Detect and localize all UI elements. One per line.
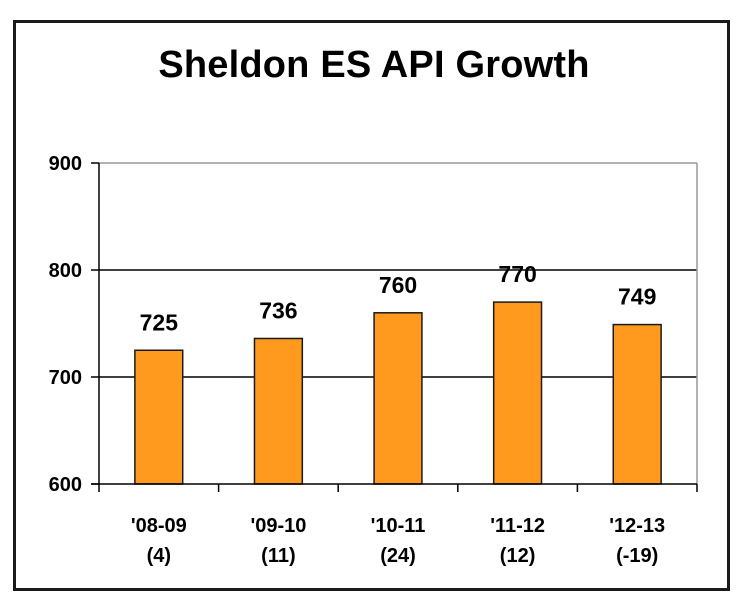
x-tick-label: '08-09	[131, 515, 187, 537]
x-tick-label: '11-12	[490, 515, 545, 537]
data-label: 760	[379, 272, 417, 298]
bar	[492, 301, 543, 485]
data-label: 725	[140, 309, 179, 335]
x-tick-label: '09-10	[250, 515, 306, 537]
y-tick-label: 600	[49, 474, 82, 496]
x-tick-label: '10-11	[371, 515, 426, 537]
x-tick-sublabel: (4)	[147, 545, 171, 567]
data-label: 770	[498, 261, 536, 287]
x-tick-labels: '08-09 (4) '09-10 (11) '10-11 (24) '11-12 (12) '…	[131, 515, 665, 567]
data-labels: 725 736 760 770 749	[140, 261, 657, 335]
y-tick-label: 800	[49, 260, 82, 282]
chart-frame	[13, 20, 730, 591]
bars	[134, 301, 662, 485]
x-tick-sublabel: (12)	[500, 545, 536, 567]
bar	[253, 337, 304, 485]
x-tick-label: '12-13	[609, 515, 665, 537]
bar	[612, 323, 662, 485]
x-tick-sublabel: (24)	[380, 545, 416, 567]
x-tick-sublabel: (-19)	[616, 545, 658, 567]
data-label: 749	[618, 284, 656, 310]
x-tick-sublabel: (11)	[261, 545, 295, 567]
y-tick-label: 900	[49, 153, 82, 175]
data-label: 736	[259, 297, 297, 323]
bar	[373, 312, 423, 485]
y-tick-labels: 600 700 800 900	[49, 153, 82, 496]
y-tick-label: 700	[49, 367, 82, 389]
axes	[91, 162, 698, 492]
bar	[134, 349, 184, 485]
chart-title: Sheldon ES API Growth	[158, 44, 590, 86]
